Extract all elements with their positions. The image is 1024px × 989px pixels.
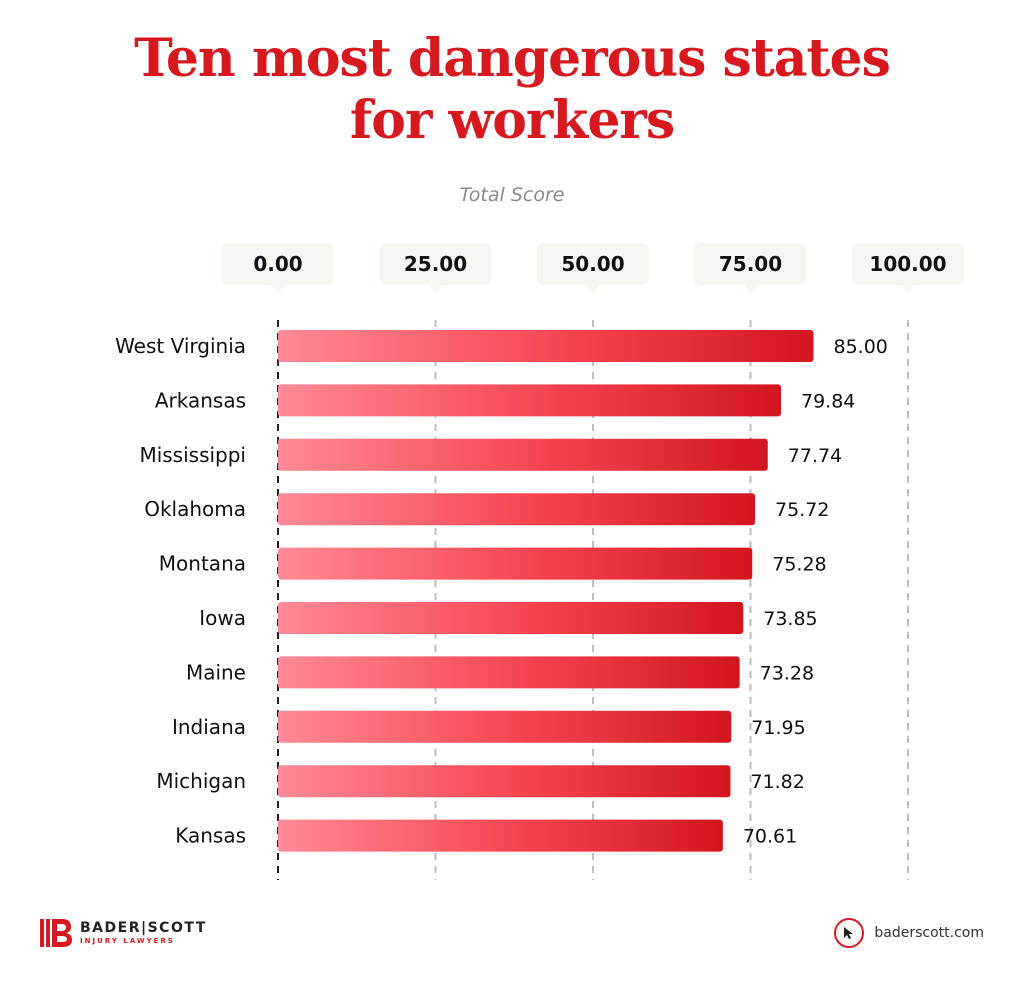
tick-label-box bbox=[222, 243, 334, 285]
data-label: 73.28 bbox=[760, 662, 814, 684]
category-label: Arkansas bbox=[155, 388, 246, 412]
tick-label-box bbox=[852, 243, 964, 285]
brand-name: BADER|SCOTT bbox=[80, 920, 207, 936]
tick-label-box bbox=[694, 243, 807, 285]
tick-label-box bbox=[379, 243, 492, 285]
category-label: West Virginia bbox=[115, 334, 246, 358]
cursor-arrow-icon bbox=[834, 918, 865, 948]
data-label: 75.28 bbox=[772, 554, 826, 576]
data-label: 75.72 bbox=[775, 499, 829, 521]
chart-title-line-2: for workers bbox=[349, 90, 675, 151]
category-label: Montana bbox=[159, 552, 246, 576]
website-text: baderscott.com bbox=[874, 925, 984, 941]
brand-logo: BADER|SCOTT INJURY LAWYERS bbox=[40, 916, 207, 950]
tick-label-pointer bbox=[586, 285, 600, 294]
bar bbox=[278, 330, 814, 362]
website-link[interactable]: baderscott.com bbox=[834, 918, 984, 948]
chart-title-line-1: Ten most dangerous states bbox=[134, 28, 891, 89]
brand-tagline: INJURY LAWYERS bbox=[80, 937, 175, 945]
data-label: 73.85 bbox=[763, 608, 817, 630]
tick-label-pointer bbox=[743, 285, 758, 294]
data-label: 70.61 bbox=[743, 826, 797, 848]
category-label: Indiana bbox=[172, 715, 246, 739]
chart-title: Ten most dangerous states for workers bbox=[0, 28, 1024, 152]
bar bbox=[278, 438, 768, 471]
tick-label-box bbox=[537, 243, 649, 285]
bar bbox=[278, 493, 756, 526]
tick-label-pointer bbox=[271, 285, 285, 294]
bar bbox=[278, 765, 731, 798]
bader-scott-logo-icon bbox=[40, 919, 72, 947]
category-label: Kansas bbox=[175, 824, 246, 848]
tick-label: 100.00 bbox=[869, 252, 946, 276]
category-label: Mississippi bbox=[139, 443, 246, 467]
category-label: Oklahoma bbox=[144, 497, 246, 521]
bar bbox=[278, 819, 723, 852]
tick-label: 75.00 bbox=[719, 252, 782, 276]
bar bbox=[278, 710, 732, 743]
data-label: 79.84 bbox=[801, 390, 855, 412]
bar bbox=[278, 384, 781, 417]
tick-label-pointer bbox=[901, 285, 915, 294]
category-label: Iowa bbox=[199, 606, 246, 630]
category-label: Michigan bbox=[156, 769, 246, 793]
bar bbox=[278, 547, 753, 580]
category-label: Maine bbox=[186, 660, 246, 684]
data-label: 77.74 bbox=[788, 445, 842, 467]
data-label: 71.95 bbox=[751, 717, 805, 739]
tick-label-pointer bbox=[428, 285, 443, 294]
bar-chart: 0.00 25.00 50.00 75.00 100.00 West Virginia 8… bbox=[115, 243, 964, 880]
tick-label: 0.00 bbox=[253, 252, 302, 276]
tick-label: 50.00 bbox=[561, 252, 624, 276]
data-label: 71.82 bbox=[750, 771, 804, 793]
data-label: 85.00 bbox=[834, 336, 888, 358]
tick-label: 25.00 bbox=[404, 252, 467, 276]
axis-title: Total Score bbox=[459, 184, 565, 206]
bar bbox=[278, 602, 744, 634]
bar bbox=[278, 656, 740, 689]
